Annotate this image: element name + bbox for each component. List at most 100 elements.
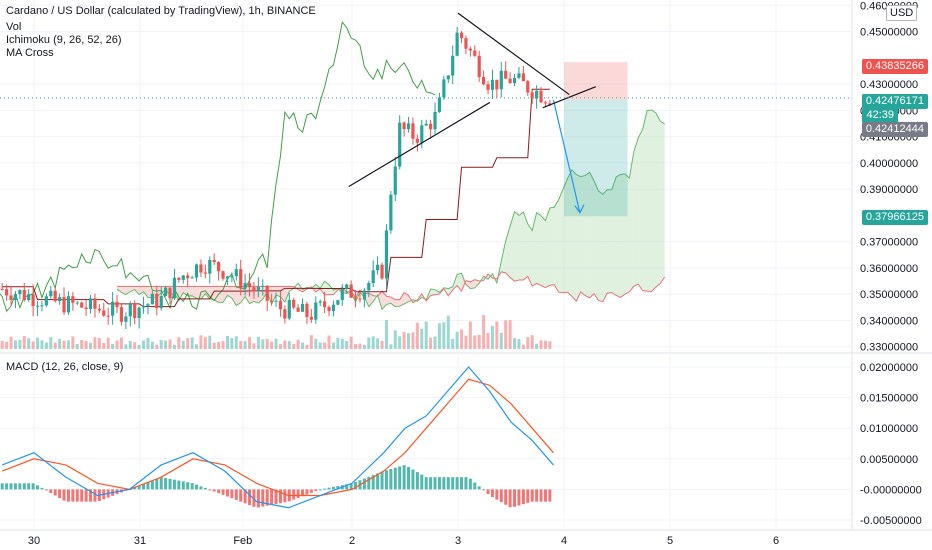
ichimoku-cloud-segment xyxy=(139,286,144,295)
volume-bar xyxy=(225,335,229,349)
ichimoku-cloud-segment xyxy=(200,286,206,300)
macd-histogram-bar xyxy=(164,478,168,490)
candle-body xyxy=(495,79,499,90)
ichimoku-cloud-segment xyxy=(594,180,599,301)
candle-body xyxy=(393,166,397,195)
macd-histogram-bar xyxy=(548,489,552,502)
macd-histogram-bar xyxy=(89,489,93,502)
ichimoku-cloud-segment xyxy=(563,178,568,293)
macd-histogram-bar xyxy=(84,489,88,502)
candle-body xyxy=(146,304,150,306)
volume-bar xyxy=(490,326,494,349)
ichimoku-cloud-segment xyxy=(474,279,480,288)
macd-histogram-bar xyxy=(521,489,525,505)
volume-bar xyxy=(468,321,472,349)
ichimoku-cloud-segment xyxy=(240,286,246,303)
macd-histogram-bar xyxy=(199,486,203,490)
candle-body xyxy=(49,290,53,297)
macd-histogram-bar xyxy=(327,487,331,490)
candle-body xyxy=(5,289,9,296)
time-tick-label: 5 xyxy=(667,535,673,547)
ichimoku-cloud-segment xyxy=(125,286,131,295)
volume-bar xyxy=(248,337,252,349)
candle-body xyxy=(455,32,459,56)
macd-histogram-bar xyxy=(407,466,411,490)
volume-bar xyxy=(181,340,185,349)
macd-signal-line xyxy=(1,378,554,497)
candle-body xyxy=(194,264,199,278)
candle-body xyxy=(490,79,495,90)
volume-bar xyxy=(296,339,300,349)
candle-body xyxy=(336,300,340,305)
candle-body xyxy=(80,302,84,308)
time-tick-label: 4 xyxy=(561,535,567,547)
macd-histogram-bar xyxy=(93,489,97,502)
ichimoku-cloud-segment xyxy=(629,151,634,292)
ichimoku-cloud-segment xyxy=(527,223,533,287)
ichimoku-cloud-segment xyxy=(532,212,537,287)
volume-bar xyxy=(270,341,274,349)
volume-bar xyxy=(433,336,437,349)
volume-bar xyxy=(318,342,322,349)
ichimoku-cloud-segment xyxy=(576,174,581,302)
ichimoku-legend: Ichimoku (9, 26, 52, 26) xyxy=(6,34,122,46)
volume-bar xyxy=(195,344,199,349)
volume-bar xyxy=(239,340,243,349)
volume-bar xyxy=(362,344,366,349)
projection-arrow-line xyxy=(552,99,581,213)
ichimoku-cloud-segment xyxy=(624,173,630,295)
candle-body xyxy=(133,304,137,319)
macd-histogram-bar xyxy=(80,489,84,502)
candle-body xyxy=(362,290,366,300)
ichimoku-cloud-segment xyxy=(541,215,546,288)
candle-body xyxy=(424,123,428,126)
volume-bar xyxy=(407,333,411,349)
macd-histogram-bar xyxy=(495,489,499,500)
candle-body xyxy=(27,294,31,300)
macd-histogram-bar xyxy=(239,489,243,502)
macd-histogram-bar xyxy=(486,489,490,494)
volume-bar xyxy=(393,330,397,349)
macd-histogram-bar xyxy=(398,466,402,490)
volume-bar xyxy=(27,338,31,349)
volume-bar xyxy=(486,332,490,349)
macd-histogram-bar xyxy=(442,477,446,490)
ichimoku-cloud-segment xyxy=(510,211,515,282)
volume-bar xyxy=(354,344,358,349)
volume-bar xyxy=(230,338,234,349)
price-tick-label: 0.40000000 xyxy=(860,158,918,170)
candle-body xyxy=(106,315,110,317)
candle-body xyxy=(530,92,534,99)
volume-bar xyxy=(482,315,486,349)
macd-histogram-bar xyxy=(473,482,477,490)
time-tick-label: 30 xyxy=(28,535,40,547)
volume-bar xyxy=(513,338,517,349)
volume-bar xyxy=(93,337,97,349)
volume-bar xyxy=(424,321,428,349)
price-tick-label: 0.33000000 xyxy=(860,342,918,354)
volume-bar xyxy=(274,338,278,349)
candle-body xyxy=(384,230,389,279)
volume-bar xyxy=(327,335,331,349)
ichimoku-cloud-segment xyxy=(523,212,528,280)
macd-histogram-bar xyxy=(265,489,269,506)
macd-histogram-bar xyxy=(274,489,278,505)
macd-histogram-bar xyxy=(362,478,366,490)
candle-body xyxy=(53,290,57,302)
volume-legend: Vol xyxy=(6,21,22,33)
ichimoku-cloud-segment xyxy=(611,176,617,296)
projection-arrow-head xyxy=(574,204,585,214)
volume-bar xyxy=(252,343,256,349)
macd-tick-label: 0.01500000 xyxy=(860,393,918,405)
macd-histogram-bar xyxy=(31,483,35,490)
time-tick-label: Feb xyxy=(233,535,252,547)
volume-bar xyxy=(371,336,375,349)
volume-bar xyxy=(22,336,26,349)
macd-histogram-bar xyxy=(539,489,543,502)
currency-badge[interactable]: USD xyxy=(886,5,918,21)
position-reward-zone xyxy=(564,99,628,217)
candle-body xyxy=(150,293,154,305)
ichimoku-cloud-segment xyxy=(589,172,595,298)
volume-bar xyxy=(548,341,552,349)
